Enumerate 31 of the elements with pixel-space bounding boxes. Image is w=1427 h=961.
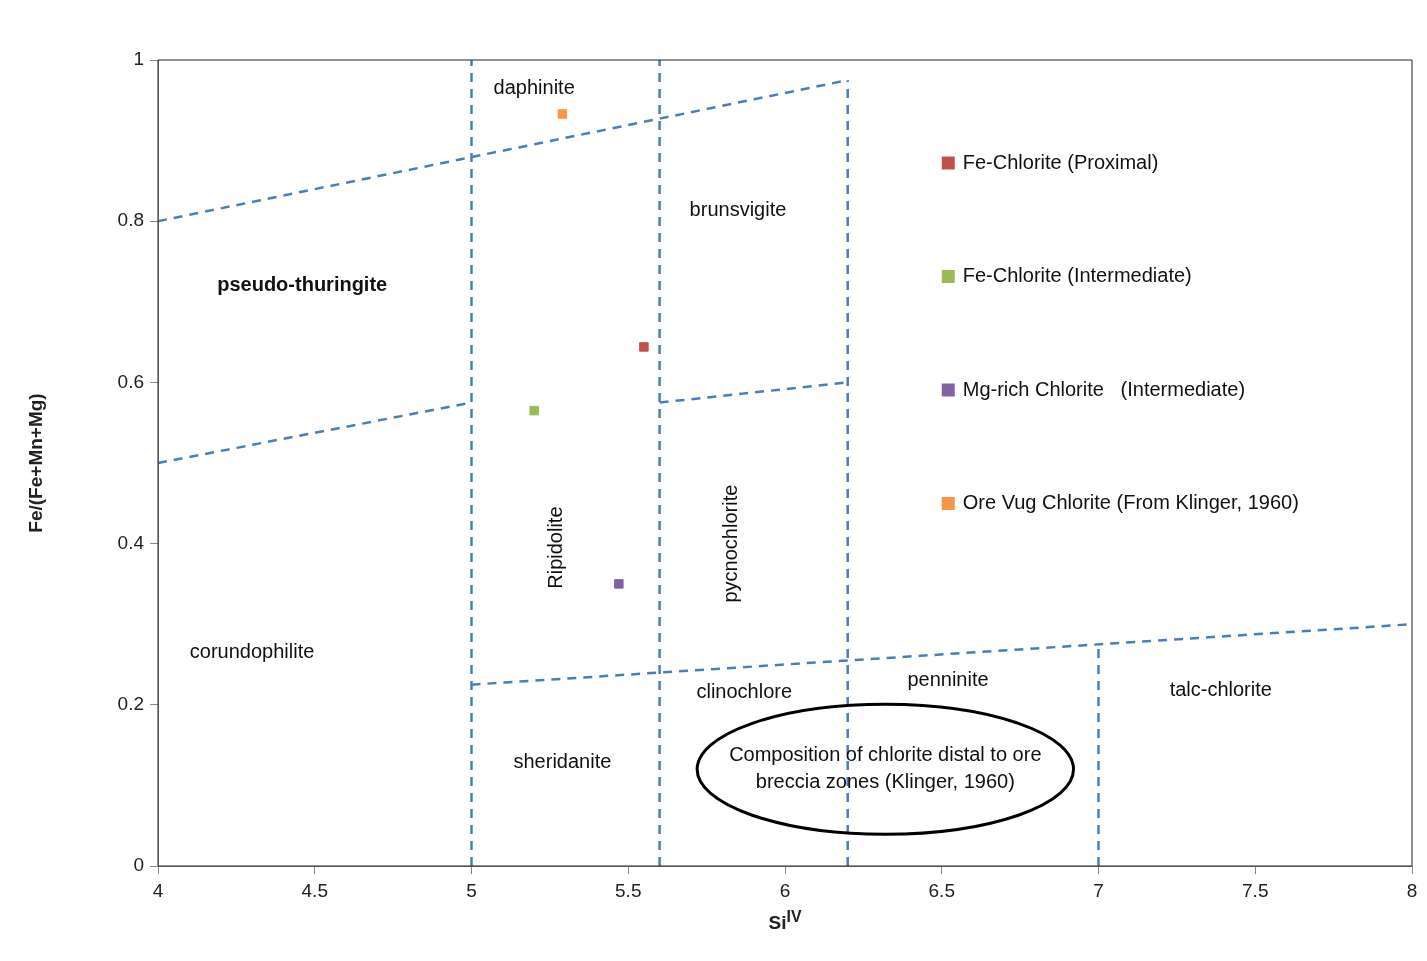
x-axis-title: Si$^{IV}$ [767, 908, 803, 935]
y-axis-title: Fe/(Fe+Mn+Mg) [24, 393, 46, 533]
annotation: Ripidolite [543, 506, 566, 589]
y-tick-label: 0.8 [117, 209, 144, 231]
y-tick-label: 0.2 [117, 693, 144, 715]
legend-label: Mg-rich Chlorite (Intermediate) [962, 377, 1246, 400]
annotation: clinochlore [696, 680, 793, 703]
annotation: sheridanite [513, 749, 612, 772]
annotation: pycnochlorite [719, 484, 742, 603]
x-tick-label: 4 [152, 879, 164, 901]
y-tick-label: 0.4 [117, 531, 145, 553]
x-tick-label: 7 [1093, 879, 1104, 901]
legend-label: Fe-Chlorite (Intermediate) [962, 264, 1192, 287]
x-tick-label: 6 [779, 879, 791, 901]
annotation: pseudo-thuringite [217, 273, 388, 296]
annotation: talc-chlorite [1169, 677, 1272, 700]
annotation: penninite [907, 668, 989, 691]
y-tick-label: 1 [133, 48, 144, 70]
x-tick-label: 5.5 [615, 879, 642, 901]
x-tick-label: 7.5 [1242, 879, 1269, 901]
annotation: brunsvigite [689, 198, 787, 221]
x-tick-label: 4.5 [301, 879, 328, 901]
annotation: corundophilite [189, 639, 315, 662]
x-tick-label: 8 [1406, 879, 1418, 901]
x-tick-label: 5 [466, 879, 477, 901]
x-tick-label: 6.5 [928, 879, 955, 901]
legend-label: Ore Vug Chlorite (From Klinger, 1960) [962, 491, 1299, 514]
y-tick-label: 0 [133, 854, 144, 876]
legend-label: Fe-Chlorite (Proximal) [962, 150, 1159, 173]
y-tick-label: 0.6 [117, 370, 144, 392]
annotation: daphinite [493, 75, 575, 98]
